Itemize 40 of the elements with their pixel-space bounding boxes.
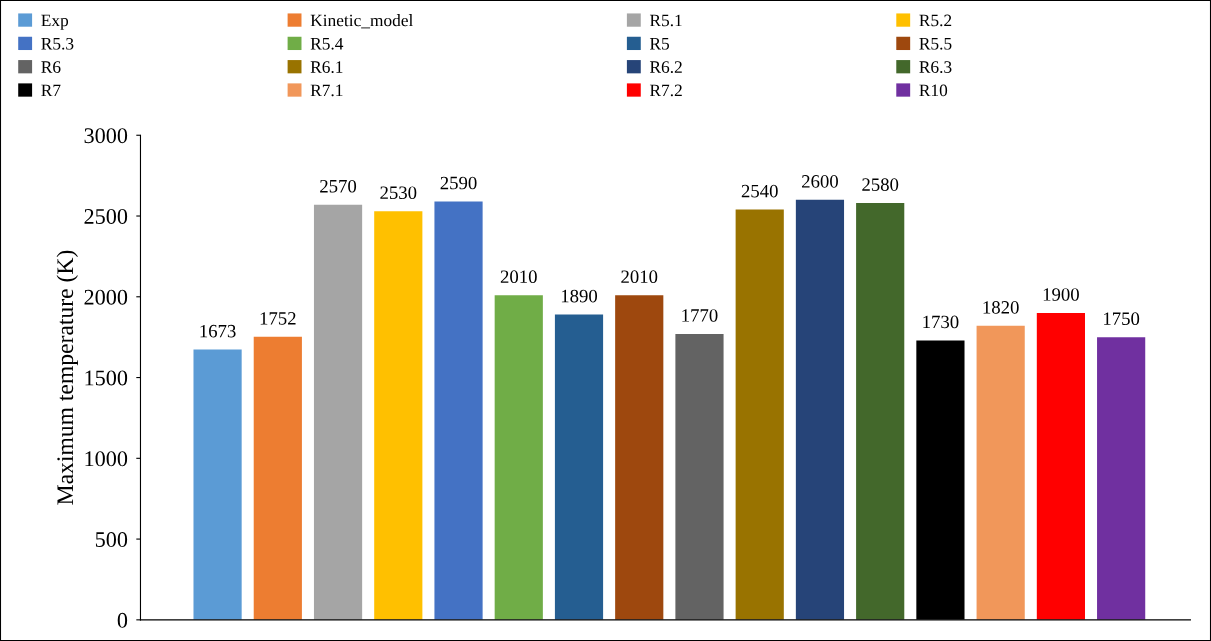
y-tick-label: 2500 bbox=[84, 208, 128, 224]
data-label: 2570 bbox=[320, 179, 357, 193]
legend-label: R5 bbox=[649, 38, 670, 50]
y-tick-label: 0 bbox=[117, 612, 128, 628]
data-label: 2590 bbox=[440, 176, 477, 190]
legend-label: R5.4 bbox=[310, 38, 344, 50]
data-label: 1900 bbox=[1043, 288, 1079, 301]
y-tick-label: 3000 bbox=[84, 128, 128, 144]
legend-label: R10 bbox=[919, 84, 948, 97]
legend-label: R5.2 bbox=[919, 14, 952, 27]
legend-label: R5.1 bbox=[649, 14, 682, 27]
data-label: 1890 bbox=[561, 289, 598, 303]
y-tick-label: 1500 bbox=[85, 370, 128, 386]
data-label: 2010 bbox=[621, 270, 658, 284]
data-label: 1750 bbox=[1104, 312, 1140, 326]
data-label: 2010 bbox=[500, 270, 537, 284]
legend-label: R6.2 bbox=[649, 61, 682, 73]
data-label: 1730 bbox=[923, 315, 959, 329]
y-tick-label: 1000 bbox=[85, 451, 128, 467]
legend-label: R7.2 bbox=[649, 84, 682, 97]
data-label: 2530 bbox=[380, 186, 417, 200]
y-axis-title: Maximum temperature (K) bbox=[56, 250, 78, 505]
data-label: 1820 bbox=[983, 301, 1019, 314]
data-label: 2600 bbox=[802, 175, 838, 188]
legend-label: R6.1 bbox=[310, 61, 343, 73]
y-tick-label: 2000 bbox=[84, 289, 128, 305]
legend-label: R6 bbox=[41, 61, 61, 73]
legend-label: R6.3 bbox=[919, 61, 952, 73]
legend-label: R7 bbox=[41, 84, 61, 97]
data-label: 2580 bbox=[862, 178, 899, 191]
data-label: 2540 bbox=[741, 184, 778, 198]
legend-label: R7.1 bbox=[310, 84, 343, 97]
data-label: 1752 bbox=[260, 312, 296, 325]
data-label: 1770 bbox=[682, 309, 718, 322]
legend-label: Kinetic_model bbox=[310, 14, 413, 29]
legend-label: Exp bbox=[41, 14, 69, 30]
legend-label: R5.5 bbox=[919, 38, 952, 50]
legend-label: R5.3 bbox=[41, 37, 74, 50]
y-tick-label: 500 bbox=[95, 532, 128, 548]
data-label: 1673 bbox=[200, 324, 236, 338]
